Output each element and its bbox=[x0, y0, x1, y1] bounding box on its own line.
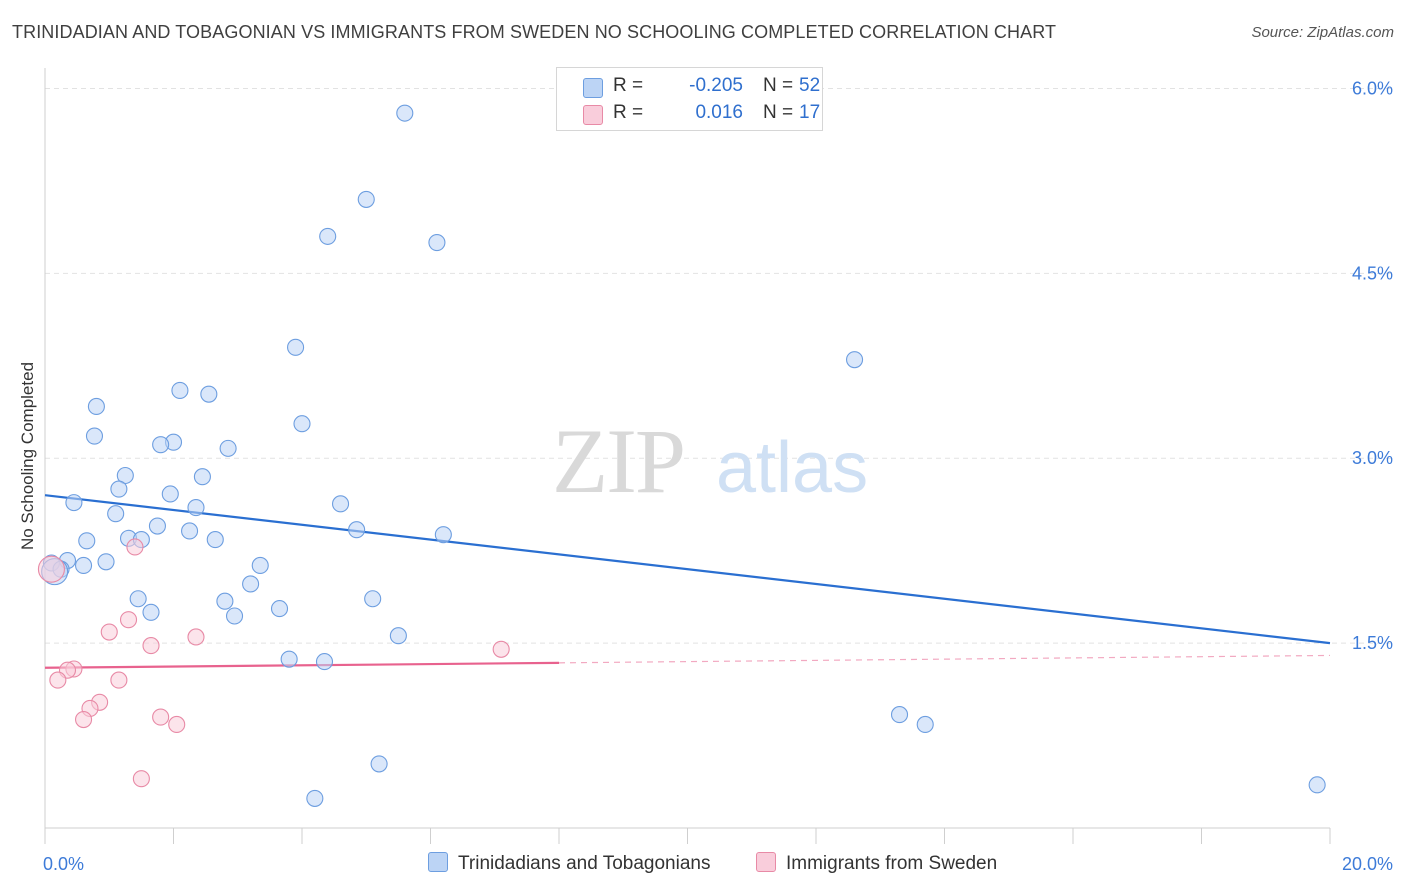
point-sweden bbox=[75, 710, 93, 729]
point-trinidadian bbox=[171, 381, 189, 400]
point-sweden bbox=[142, 637, 160, 655]
bottom-legend-trinidadian: Trinidadians and Tobagonians bbox=[428, 852, 710, 876]
point-trinidadian bbox=[65, 494, 83, 512]
point-sweden bbox=[492, 640, 510, 658]
x-tick-label: 0.0% bbox=[43, 854, 84, 874]
point-trinidadian bbox=[148, 517, 166, 535]
point-trinidadian bbox=[85, 427, 104, 445]
point-trinidadian bbox=[110, 480, 128, 498]
point-trinidadian bbox=[357, 190, 375, 208]
point-trinidadian bbox=[216, 592, 234, 610]
trend-line bbox=[44, 494, 1331, 645]
point-trinidadian bbox=[129, 590, 147, 608]
bottom-legend-swatch-pink bbox=[756, 852, 776, 872]
point-trinidadian bbox=[200, 385, 218, 403]
legend-n-label: N = bbox=[763, 75, 794, 96]
point-trinidadian bbox=[219, 439, 237, 457]
point-sweden bbox=[187, 628, 205, 646]
point-trinidadian bbox=[319, 227, 337, 245]
trend-line bbox=[44, 661, 560, 669]
point-trinidadian bbox=[428, 234, 446, 252]
point-trinidadian bbox=[306, 789, 324, 807]
x-tick-label: 20.0% bbox=[1342, 854, 1393, 874]
point-trinidadian bbox=[389, 627, 407, 645]
bottom-legend-sweden: Immigrants from Sweden bbox=[756, 852, 997, 876]
watermark-atlas: atlas bbox=[716, 428, 868, 508]
point-trinidadian bbox=[206, 531, 224, 549]
point-trinidadian bbox=[107, 505, 125, 523]
point-sweden bbox=[126, 538, 144, 556]
legend-n-value: 52 bbox=[799, 75, 821, 96]
point-trinidadian bbox=[225, 607, 244, 625]
point-trinidadian bbox=[396, 104, 414, 122]
point-trinidadian bbox=[87, 397, 105, 416]
point-trinidadian bbox=[287, 338, 305, 356]
point-trinidadian bbox=[890, 706, 909, 724]
point-sweden bbox=[49, 671, 67, 689]
correlation-legend: R = -0.205 N = 52 R = 0.016 N = 17 bbox=[556, 67, 823, 131]
legend-swatch-pink bbox=[583, 105, 603, 125]
point-trinidadian bbox=[270, 600, 289, 618]
gridlines bbox=[45, 87, 1392, 644]
bottom-legend-swatch-blue bbox=[428, 852, 448, 872]
point-sweden bbox=[119, 611, 138, 629]
point-trinidadian bbox=[364, 590, 382, 608]
point-sweden bbox=[110, 671, 128, 689]
point-trinidadian bbox=[142, 603, 160, 621]
point-sweden bbox=[37, 555, 65, 583]
point-sweden bbox=[100, 623, 118, 641]
bottom-legend-label: Immigrants from Sweden bbox=[786, 853, 998, 874]
y-tick-label: 6.0% bbox=[1352, 78, 1393, 98]
trend-line-extension bbox=[558, 654, 1331, 664]
legend-r-label: R = bbox=[613, 75, 644, 96]
point-trinidadian bbox=[78, 532, 96, 550]
chart-title: TRINIDADIAN AND TOBAGONIAN VS IMMIGRANTS… bbox=[12, 22, 1057, 42]
y-tick-label: 4.5% bbox=[1352, 263, 1393, 283]
tick-labels: 1.5% 3.0% 4.5% 6.0% 0.0% 20.0% bbox=[43, 78, 1393, 874]
point-trinidadian bbox=[97, 553, 115, 571]
point-trinidadian bbox=[242, 575, 260, 593]
point-trinidadian bbox=[75, 556, 93, 575]
legend-r-value: 0.016 bbox=[695, 102, 743, 123]
trend-lines bbox=[44, 494, 1331, 669]
point-trinidadian bbox=[331, 495, 350, 513]
watermark-zip: ZIP bbox=[552, 410, 684, 512]
point-trinidadian bbox=[434, 526, 452, 544]
point-trinidadian bbox=[280, 650, 298, 668]
point-trinidadian bbox=[315, 653, 334, 671]
legend-n-value: 17 bbox=[799, 102, 821, 123]
bottom-legend-label: Trinidadians and Tobagonians bbox=[458, 853, 711, 874]
point-trinidadian bbox=[1308, 776, 1326, 794]
point-trinidadian bbox=[251, 556, 269, 575]
legend-swatch-blue bbox=[583, 78, 603, 98]
point-trinidadian bbox=[161, 485, 179, 503]
point-trinidadian bbox=[181, 522, 199, 540]
point-trinidadian bbox=[187, 498, 205, 517]
legend-r-label: R = bbox=[613, 102, 644, 123]
legend-n-label: N = bbox=[763, 102, 794, 123]
point-sweden bbox=[132, 770, 150, 788]
point-trinidadian bbox=[845, 351, 864, 369]
point-trinidadian bbox=[348, 521, 366, 539]
point-sweden bbox=[152, 708, 170, 726]
point-trinidadian bbox=[193, 468, 211, 486]
axes bbox=[44, 68, 1331, 844]
point-trinidadian bbox=[152, 436, 170, 454]
data-points bbox=[37, 104, 1326, 807]
point-trinidadian bbox=[370, 755, 388, 773]
point-trinidadian bbox=[293, 415, 311, 433]
legend-r-value: -0.205 bbox=[689, 75, 743, 96]
point-sweden bbox=[168, 715, 186, 734]
point-trinidadian bbox=[916, 715, 934, 734]
y-tick-label: 3.0% bbox=[1352, 448, 1393, 468]
y-tick-label: 1.5% bbox=[1352, 633, 1393, 653]
source-label: Source: ZipAtlas.com bbox=[1251, 24, 1394, 41]
